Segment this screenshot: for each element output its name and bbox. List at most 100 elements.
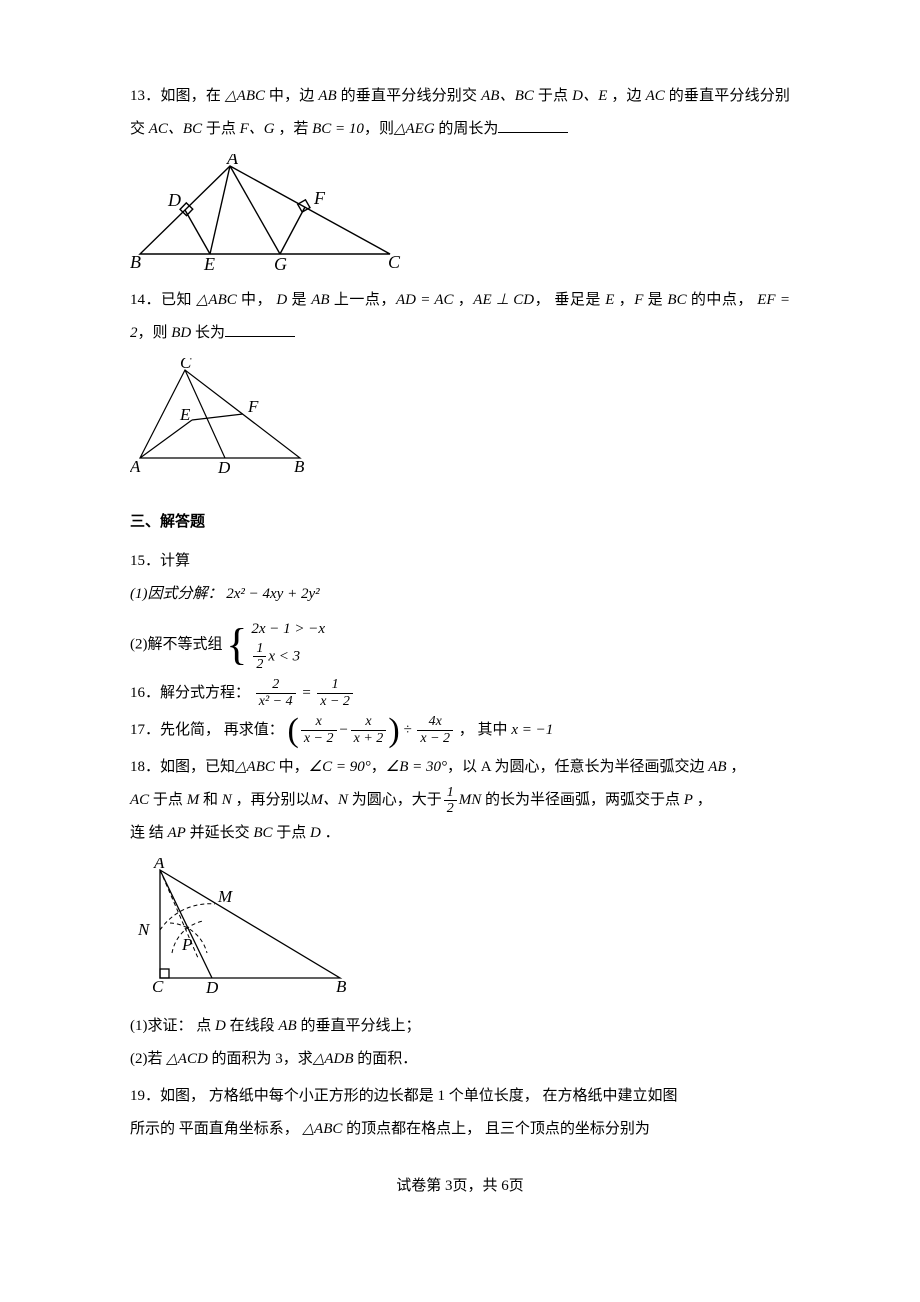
question-18: 18．如图，已知△ABC 中，∠C = 90°，∠B = 30°，以 A 为圆心… <box>130 751 790 1076</box>
q19-line1: 19．如图， 方格纸中每个小正方形的边长都是 1 个单位长度， 在方格纸中建立如… <box>130 1080 790 1113</box>
svg-text:C: C <box>152 977 164 996</box>
t: 18．如图，已知 <box>130 759 235 775</box>
q14-text: 14．已知 △ABC 中， D 是 AB 上一点，AD = AC ，AE ⊥ C… <box>130 284 790 350</box>
t: 和 <box>199 792 222 808</box>
svg-text:E: E <box>203 254 215 272</box>
answer-blank[interactable] <box>498 118 568 133</box>
svg-text:A: A <box>130 457 141 476</box>
svg-text:P: P <box>181 935 192 954</box>
t: ，则 <box>138 325 172 341</box>
t: 为圆心，大于 <box>348 792 442 808</box>
t: AP <box>168 825 186 841</box>
t: 的面积为 3，求 <box>208 1051 313 1067</box>
t: AD = AC <box>396 292 454 308</box>
t: 的周长为 <box>435 121 499 137</box>
t: 是 <box>643 292 667 308</box>
t: ，若 <box>275 121 313 137</box>
t: 的中点， <box>687 292 758 308</box>
t: 并延长交 <box>186 825 254 841</box>
svg-text:G: G <box>274 254 287 272</box>
svg-text:E: E <box>179 405 191 424</box>
t: △AEG <box>394 121 435 137</box>
t: ， <box>454 292 474 308</box>
t: (2)若 <box>130 1051 166 1067</box>
q18-part2: (2)若 △ACD 的面积为 3，求△ADB 的面积． <box>130 1043 790 1076</box>
t: D、E <box>572 88 607 104</box>
t: 13．如图，在 <box>130 88 225 104</box>
svg-text:F: F <box>313 188 326 208</box>
t: ． <box>321 825 340 841</box>
t: 的长为半径画弧，两弧交于点 <box>481 792 684 808</box>
t: 连 结 <box>130 825 168 841</box>
svg-text:D: D <box>167 190 181 210</box>
svg-text:M: M <box>217 887 233 906</box>
t: 的垂直平分线分别交 <box>337 88 481 104</box>
svg-text:A: A <box>153 858 165 872</box>
q18-line2: AC 于点 M 和 N ，再分别以M、N 为圆心，大于12MN 的长为半径画弧，… <box>130 784 790 817</box>
t: AB <box>311 292 329 308</box>
answer-blank[interactable] <box>225 322 295 337</box>
t: AC <box>646 88 665 104</box>
t: BC <box>253 825 272 841</box>
svg-text:C: C <box>388 252 401 272</box>
t: 2x − 1 > −x <box>251 617 325 641</box>
t: 的垂直平分线上； <box>297 1018 421 1034</box>
t: M、N <box>310 792 348 808</box>
q13-figure: A B C D E F G <box>130 154 790 272</box>
q15-part1: (1)因式分解： 2x² − 4xy + 2y² <box>130 578 790 611</box>
t: N <box>222 792 232 808</box>
question-13: 13．如图，在 △ABC 中，边 AB 的垂直平分线分别交 AB、BC 于点 D… <box>130 80 790 272</box>
t: AE ⊥ CD <box>473 292 534 308</box>
t: 于点 <box>149 792 187 808</box>
question-16: 16．解分式方程： 2x² − 4 = 1x − 2 <box>130 677 790 710</box>
t: 中， <box>237 292 277 308</box>
t: 12x < 3 <box>251 641 325 673</box>
t: ， 垂足是 <box>534 292 605 308</box>
t: △ABC <box>196 292 236 308</box>
svg-text:C: C <box>180 358 192 372</box>
t: 的面积． <box>354 1051 418 1067</box>
t: 17．先化简， 再求值： <box>130 722 288 738</box>
q16-text: 16．解分式方程： 2x² − 4 = 1x − 2 <box>130 677 790 710</box>
t: ，则 <box>364 121 394 137</box>
t: △ABC <box>225 88 265 104</box>
t: 16．解分式方程： <box>130 685 254 701</box>
t: ，边 <box>607 88 645 104</box>
svg-text:F: F <box>247 397 259 416</box>
question-15: 15．计算 (1)因式分解： 2x² − 4xy + 2y² (2)解不等式组 … <box>130 545 790 673</box>
t: ∠B = 30° <box>386 759 447 775</box>
t: 所示的 平面直角坐标系， <box>130 1121 303 1137</box>
t: MN <box>459 792 482 808</box>
right-paren-icon: ) <box>388 717 399 744</box>
question-14: 14．已知 △ABC 中， D 是 AB 上一点，AD = AC ，AE ⊥ C… <box>130 284 790 476</box>
t: BC <box>667 292 686 308</box>
svg-text:B: B <box>130 252 141 272</box>
svg-text:D: D <box>205 978 219 997</box>
t: 于点 <box>534 88 572 104</box>
t: x = −1 <box>511 722 553 738</box>
section-3-heading: 三、解答题 <box>130 506 790 539</box>
t: ， <box>371 759 386 775</box>
t: 的顶点都在格点上， 且三个顶点的坐标分别为 <box>342 1121 650 1137</box>
svg-text:D: D <box>217 458 231 476</box>
q19-line2: 所示的 平面直角坐标系， △ABC 的顶点都在格点上， 且三个顶点的坐标分别为 <box>130 1113 790 1146</box>
t: 上一点， <box>330 292 396 308</box>
t: ，以 A 为圆心，任意长为半径画弧交边 <box>447 759 708 775</box>
t: 在线段 <box>226 1018 279 1034</box>
t: (1)因式分解： 2x² − 4xy + 2y² <box>130 586 320 602</box>
t: △ACD <box>166 1051 208 1067</box>
t: ， 其中 <box>459 722 512 738</box>
t: △ABC <box>235 759 275 775</box>
t: ， <box>727 759 746 775</box>
t: D <box>215 1018 226 1034</box>
t: ， <box>614 292 634 308</box>
t: 长为 <box>191 325 225 341</box>
t: AB <box>278 1018 296 1034</box>
t: AC <box>130 792 149 808</box>
t: = <box>301 685 315 701</box>
t: AB <box>708 759 726 775</box>
page-footer: 试卷第 3页，共 6页 <box>130 1170 790 1203</box>
question-17: 17．先化简， 再求值： ( xx − 2 − xx + 2 ) ÷ 4xx −… <box>130 714 790 747</box>
inequality-system: { 2x − 1 > −x 12x < 3 <box>226 617 325 673</box>
t: − <box>339 714 349 747</box>
